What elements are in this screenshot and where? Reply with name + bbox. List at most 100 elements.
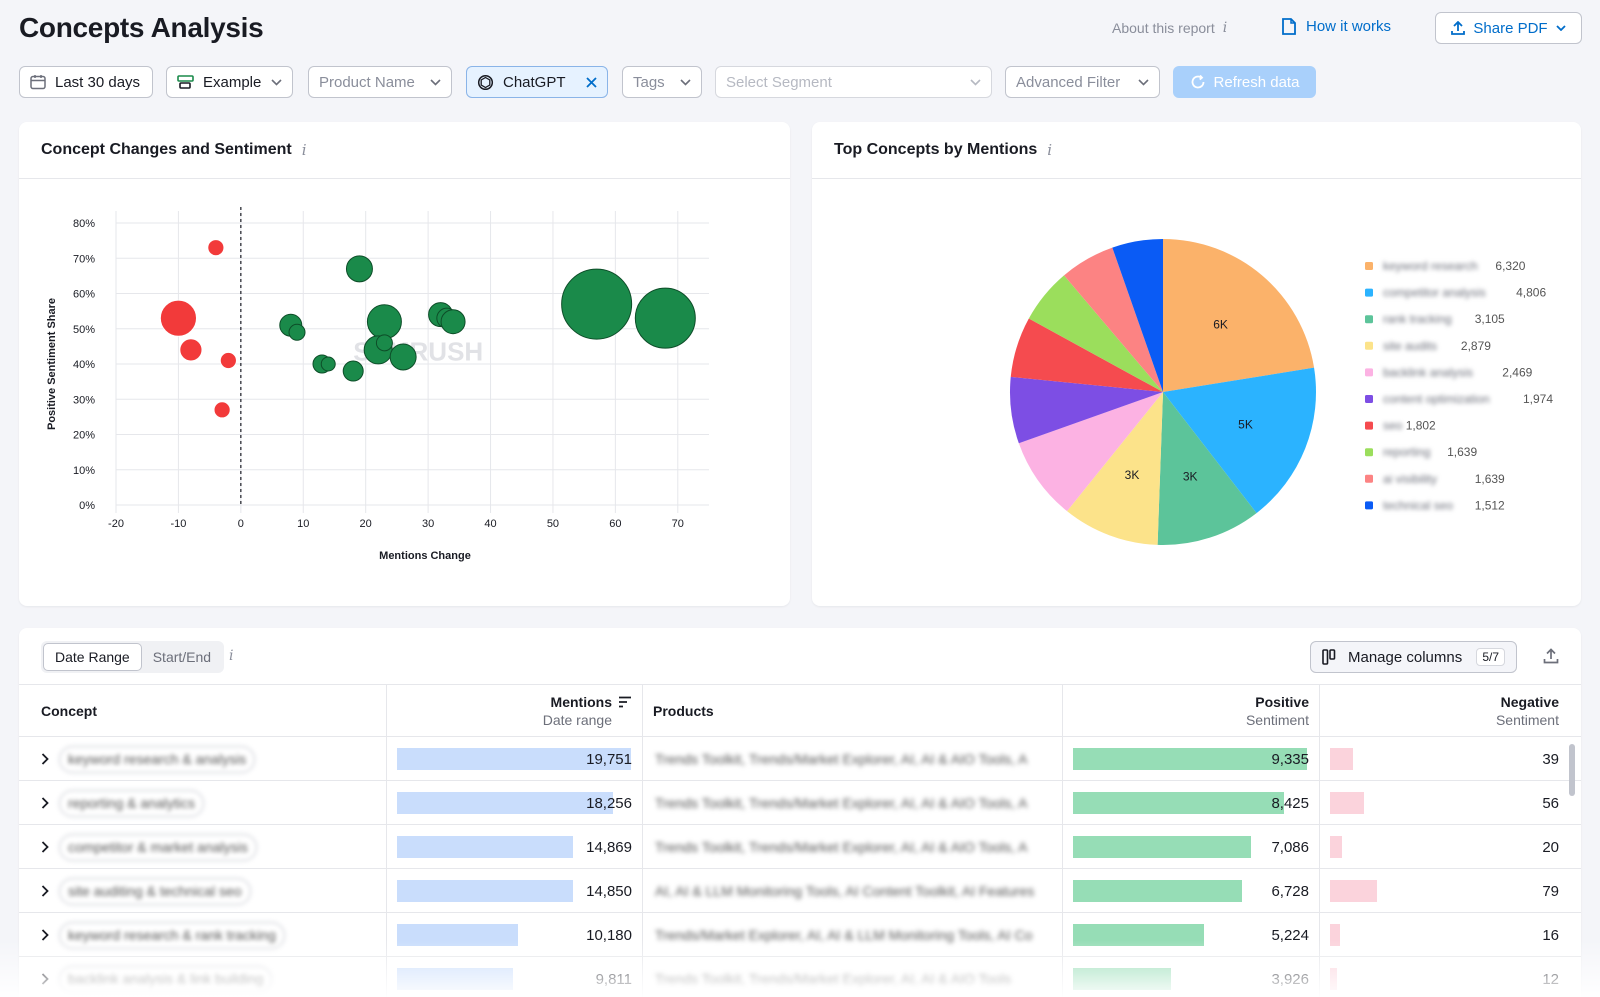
y-tick-label: 10% bbox=[73, 465, 95, 477]
pie-slice[interactable] bbox=[1163, 239, 1315, 392]
chevron-right-icon[interactable] bbox=[41, 797, 49, 809]
column-positive[interactable]: Positive Sentiment bbox=[1063, 685, 1320, 737]
pie-slice[interactable] bbox=[1010, 318, 1163, 392]
scatter-point[interactable] bbox=[219, 352, 237, 369]
negative-value: 20 bbox=[1542, 839, 1559, 856]
mentions-value: 18,256 bbox=[586, 795, 632, 812]
product-name-placeholder: Product Name bbox=[319, 73, 415, 91]
table-scrollbar[interactable] bbox=[1569, 744, 1575, 796]
legend-label: site audits bbox=[1383, 339, 1437, 353]
pie-slice-label: 3K bbox=[1125, 468, 1140, 482]
legend-value: 1,639 bbox=[1447, 445, 1477, 459]
pie-slice[interactable] bbox=[1157, 392, 1257, 545]
top-concepts-header: Top Concepts by Mentions i bbox=[812, 122, 1581, 179]
table-row[interactable]: site auditing & technical seo 14,850 AI,… bbox=[19, 869, 1581, 913]
llm-filter-chip[interactable]: ChatGPT bbox=[466, 66, 608, 98]
y-tick-label: 50% bbox=[73, 324, 95, 336]
legend-label: content optimization bbox=[1383, 392, 1490, 406]
manage-columns-button[interactable]: Manage columns 5/7 bbox=[1310, 641, 1517, 673]
info-icon[interactable]: i bbox=[229, 648, 234, 664]
scatter-point[interactable] bbox=[389, 343, 417, 371]
legend-label: ai visibility bbox=[1383, 472, 1437, 486]
concept-tag[interactable]: reporting & analytics bbox=[59, 789, 204, 817]
chevron-right-icon[interactable] bbox=[41, 841, 49, 853]
scatter-point[interactable] bbox=[366, 304, 402, 340]
legend-swatch bbox=[1365, 395, 1373, 403]
scatter-point[interactable] bbox=[561, 268, 633, 340]
pie-slice[interactable] bbox=[1028, 275, 1163, 392]
negative-cell: 56 bbox=[1320, 781, 1581, 825]
chevron-right-icon[interactable] bbox=[41, 753, 49, 765]
project-filter[interactable]: Example bbox=[166, 66, 293, 98]
products-cell: Trends/Market Explorer, AI, AI & LLM Mon… bbox=[643, 913, 1063, 957]
scatter-point[interactable] bbox=[213, 401, 231, 419]
pie-slice[interactable] bbox=[1018, 392, 1163, 512]
sort-icon[interactable] bbox=[618, 696, 632, 708]
chevron-right-icon[interactable] bbox=[41, 929, 49, 941]
scatter-point[interactable] bbox=[634, 287, 696, 349]
scatter-point[interactable] bbox=[160, 299, 197, 337]
product-name-filter[interactable]: Product Name bbox=[308, 66, 452, 98]
page-title: Concepts Analysis bbox=[19, 12, 264, 43]
y-tick-label: 0% bbox=[79, 500, 95, 512]
tab-start-end[interactable]: Start/End bbox=[152, 649, 212, 665]
column-mentions[interactable]: Mentions Date range bbox=[387, 685, 643, 737]
table-row[interactable]: competitor & market analysis 14,869 Tren… bbox=[19, 825, 1581, 869]
scatter-point[interactable] bbox=[342, 360, 364, 382]
info-icon[interactable]: i bbox=[301, 141, 307, 159]
scatter-point[interactable] bbox=[440, 309, 466, 335]
concept-tag[interactable]: keyword research & analysis bbox=[59, 745, 256, 773]
about-report-link[interactable]: About this report i bbox=[1112, 20, 1227, 36]
legend-label: technical seo bbox=[1383, 498, 1453, 512]
column-products[interactable]: Products bbox=[643, 685, 1063, 737]
positive-bar-area: 8,425 bbox=[1073, 792, 1309, 814]
scatter-point[interactable] bbox=[179, 338, 203, 362]
scatter-point[interactable] bbox=[207, 239, 225, 257]
legend-swatch bbox=[1365, 262, 1373, 270]
tags-filter[interactable]: Tags bbox=[622, 66, 702, 98]
products-text: AI, AI & LLM Monitoring Tools, AI Conten… bbox=[655, 883, 1035, 899]
positive-value: 8,425 bbox=[1271, 795, 1309, 812]
refresh-data-button[interactable]: Refresh data bbox=[1173, 66, 1316, 98]
table-row[interactable]: keyword research & analysis 19,751 Trend… bbox=[19, 737, 1581, 781]
segment-select[interactable]: Select Segment bbox=[715, 66, 992, 98]
chevron-down-icon bbox=[680, 78, 691, 86]
pie-slice[interactable] bbox=[1112, 239, 1163, 392]
positive-cell: 8,425 bbox=[1063, 781, 1320, 825]
legend-swatch bbox=[1365, 315, 1373, 324]
chevron-right-icon[interactable] bbox=[41, 885, 49, 897]
scatter-point[interactable] bbox=[375, 334, 393, 352]
advanced-filter[interactable]: Advanced Filter bbox=[1005, 66, 1160, 98]
column-negative[interactable]: Negative Sentiment bbox=[1320, 685, 1581, 737]
pie-slice[interactable] bbox=[1067, 392, 1163, 545]
pie-slice[interactable] bbox=[1163, 367, 1316, 514]
scatter-point[interactable] bbox=[320, 356, 336, 372]
legend-value: 4,806 bbox=[1516, 286, 1546, 300]
negative-value: 39 bbox=[1542, 751, 1559, 768]
concept-tag[interactable]: competitor & market analysis bbox=[59, 833, 257, 861]
share-pdf-button[interactable]: Share PDF bbox=[1435, 12, 1582, 44]
legend-label: reporting bbox=[1383, 445, 1430, 459]
advanced-filter-label: Advanced Filter bbox=[1016, 73, 1121, 91]
column-concept[interactable]: Concept bbox=[19, 685, 387, 737]
pie-slice[interactable] bbox=[1064, 247, 1163, 392]
scatter-point[interactable] bbox=[345, 255, 373, 283]
info-icon[interactable]: i bbox=[1047, 141, 1053, 159]
table-row[interactable]: reporting & analytics 18,256 Trends Tool… bbox=[19, 781, 1581, 825]
negative-cell: 79 bbox=[1320, 869, 1581, 913]
date-range-filter[interactable]: Last 30 days bbox=[19, 66, 153, 98]
negative-value: 56 bbox=[1542, 795, 1559, 812]
mentions-bar bbox=[397, 880, 573, 902]
column-negative-label: Negative bbox=[1500, 694, 1559, 710]
legend-label: seo bbox=[1383, 419, 1403, 433]
concept-tag[interactable]: site auditing & technical seo bbox=[59, 877, 251, 905]
chevron-down-icon bbox=[271, 78, 282, 86]
y-tick-label: 60% bbox=[73, 289, 95, 301]
legend-swatch bbox=[1365, 288, 1373, 297]
pie-slice[interactable] bbox=[1010, 376, 1163, 444]
how-it-works-link[interactable]: How it works bbox=[1282, 18, 1391, 35]
close-icon[interactable] bbox=[586, 76, 597, 88]
tab-date-range[interactable]: Date Range bbox=[43, 643, 142, 671]
scatter-point[interactable] bbox=[288, 323, 306, 341]
export-icon[interactable] bbox=[1543, 648, 1559, 664]
